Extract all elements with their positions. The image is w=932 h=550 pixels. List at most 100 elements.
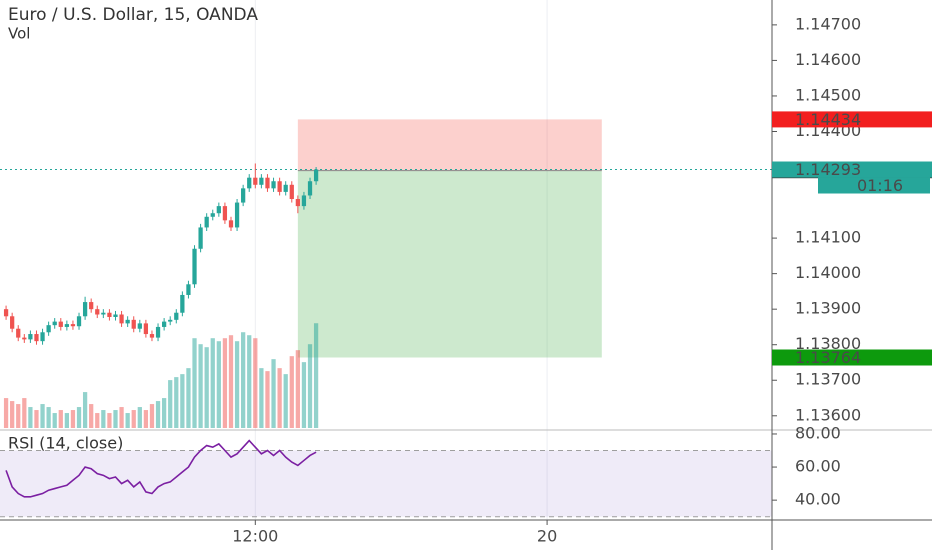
volume-bar: [271, 359, 276, 428]
volume-bar: [16, 404, 21, 428]
stop-label: 1.14434: [795, 110, 861, 129]
candle-body: [168, 319, 173, 322]
candle-body: [283, 184, 288, 192]
rsi-band: [0, 450, 772, 517]
volume-bar: [149, 404, 155, 428]
candle-body: [107, 312, 112, 317]
candle-body: [34, 334, 39, 342]
last-price-label-bg: [772, 161, 932, 178]
volume-bar: [70, 410, 76, 428]
candle-body: [222, 206, 228, 221]
volume-bar: [313, 323, 319, 428]
volume-bar: [52, 413, 57, 428]
rsi-label: RSI (14, close): [8, 434, 123, 453]
candle-body: [210, 213, 215, 217]
volume-bar: [113, 410, 118, 428]
target-label: 1.13764: [795, 348, 861, 367]
candle-body: [307, 181, 313, 196]
candle-body: [180, 294, 185, 313]
candle-body: [95, 309, 100, 315]
candle-body: [228, 220, 234, 228]
candle-body: [137, 323, 142, 329]
candle-body: [10, 316, 15, 329]
y-tick-label: 1.14600: [795, 50, 861, 69]
volume-bar: [277, 368, 282, 428]
candle-body: [131, 319, 136, 329]
last-price-label: 1.14293: [795, 160, 861, 179]
volume-bar: [234, 341, 240, 428]
volume-bar: [76, 407, 82, 428]
volume-bar: [34, 410, 39, 428]
candle-body: [259, 177, 264, 185]
candle-body: [40, 332, 45, 342]
volume-bar: [28, 407, 33, 428]
volume-bar: [3, 398, 9, 428]
candle-body: [174, 312, 179, 320]
candle-body: [241, 188, 246, 203]
y-tick-label: 1.13600: [795, 405, 861, 424]
target-zone: [297, 170, 602, 358]
volume-bar: [265, 371, 270, 428]
chart-title: Euro / U.S. Dollar, 15, OANDA: [8, 5, 258, 25]
candle-body: [161, 321, 167, 327]
candle-body: [247, 177, 252, 189]
rsi-tick-label: 80.00: [795, 423, 841, 442]
volume-bar: [22, 398, 27, 428]
volume-bar: [107, 413, 112, 428]
candle-body: [46, 325, 51, 333]
candle-body: [313, 169, 319, 182]
volume-bar: [168, 380, 173, 428]
candle-body: [89, 302, 94, 310]
candle-body: [125, 319, 130, 324]
candle-body: [289, 184, 294, 200]
stop-zone: [297, 119, 602, 171]
volume-bar: [131, 410, 136, 428]
candle-body: [271, 181, 276, 189]
volume-bar: [46, 407, 51, 428]
candle-body: [143, 323, 149, 335]
price-axis-bg: [772, 0, 932, 550]
candle-body: [16, 328, 21, 338]
candle-body: [192, 248, 197, 285]
volume-bar: [137, 407, 142, 428]
x-tick-label: 12:00: [232, 527, 278, 546]
volume-label: Vol: [8, 25, 30, 43]
candle-body: [28, 334, 33, 340]
volume-bar: [125, 413, 130, 428]
volume-bar: [174, 377, 179, 428]
candle-body: [82, 302, 88, 317]
volume-bar: [161, 398, 167, 428]
volume-bar: [186, 368, 191, 428]
y-tick-label: 1.13800: [795, 334, 861, 353]
candle-body: [277, 181, 282, 192]
volume-bar: [210, 338, 215, 428]
candle-body: [155, 326, 161, 338]
volume-bar: [64, 413, 69, 428]
volume-bar: [241, 332, 246, 428]
y-tick-label: 1.14700: [795, 14, 861, 33]
volume-bar: [10, 401, 15, 428]
volume-bar: [82, 392, 88, 428]
candle-body: [58, 321, 63, 327]
volume-bar: [253, 338, 258, 428]
countdown: 01:16: [857, 176, 903, 195]
volume-bar: [95, 413, 100, 428]
volume-bar: [222, 338, 228, 428]
countdown-bg: [818, 177, 930, 194]
volume-bar: [101, 410, 106, 428]
rsi-tick-label: 60.00: [795, 457, 841, 476]
candle-body: [295, 199, 300, 207]
stop-label-bg: [772, 111, 932, 128]
candle-body: [149, 334, 155, 338]
volume-bar: [143, 410, 149, 428]
candle-body: [64, 324, 69, 327]
volume-bar: [228, 335, 234, 428]
x-tick-label: 20: [537, 527, 557, 546]
volume-bar: [216, 341, 221, 428]
volume-bar: [301, 362, 307, 428]
y-tick-label: 1.14100: [795, 228, 861, 247]
volume-bar: [119, 407, 124, 428]
volume-bar: [204, 347, 209, 428]
target-label-bg: [772, 349, 932, 366]
